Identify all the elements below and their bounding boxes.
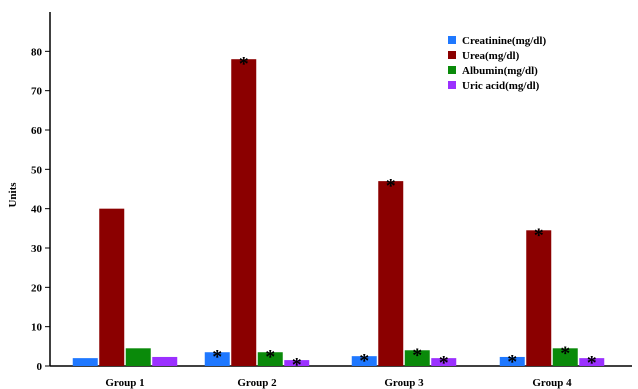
bar-albumin-3 (404, 350, 430, 366)
x-category-label: Group 2 (237, 377, 277, 389)
x-category-label: Group 1 (105, 377, 144, 389)
y-tick-label: 50 (31, 164, 43, 176)
y-axis-title: Units (7, 182, 19, 208)
significance-markers: * * * * * * * * * * * * (212, 53, 597, 376)
significance-star: * (292, 354, 302, 376)
significance-star: * (587, 352, 597, 374)
significance-star: * (412, 344, 422, 366)
bar-uric-acid-3 (431, 358, 457, 366)
bar-urea-3 (378, 181, 404, 366)
significance-star: * (239, 53, 249, 75)
significance-star: * (534, 224, 544, 246)
significance-star: * (560, 342, 570, 364)
legend-label: Creatinine(mg/dl) (462, 35, 546, 47)
bar-uric-acid-1 (152, 356, 178, 366)
y-tick-label: 20 (31, 282, 43, 294)
bar-urea-1 (99, 208, 125, 366)
bar-albumin-1 (125, 348, 151, 366)
bar-creatinine-3 (351, 356, 377, 366)
significance-star: * (386, 175, 396, 197)
bar-albumin-4 (552, 348, 578, 366)
significance-star: * (507, 351, 517, 373)
y-tick-label: 30 (31, 243, 43, 255)
y-tick-label: 10 (31, 322, 43, 334)
bar-creatinine-4 (499, 356, 525, 366)
legend-swatch (448, 66, 456, 74)
significance-star: * (212, 346, 222, 368)
y-tick-label: 70 (31, 86, 43, 98)
legend-label: Uric acid(mg/dl) (462, 80, 540, 92)
y-tick-label: 60 (31, 125, 43, 137)
bar-creatinine-1 (72, 358, 98, 366)
bar-urea-4 (526, 230, 552, 366)
y-tick-label: 0 (37, 361, 43, 373)
bar-uric-acid-4 (579, 358, 605, 366)
x-category-label: Group 4 (532, 377, 572, 389)
chart-bars (72, 59, 605, 366)
x-category-label: Group 3 (384, 377, 424, 389)
y-tick-label: 80 (31, 46, 43, 58)
y-tick-label: 40 (31, 204, 43, 216)
legend-swatch (448, 51, 456, 59)
bar-albumin-2 (257, 352, 283, 366)
legend-label: Urea(mg/dl) (462, 50, 520, 62)
legend-swatch (448, 36, 456, 44)
legend-label: Albumin(mg/dl) (462, 65, 538, 77)
significance-star: * (439, 352, 449, 374)
bar-creatinine-2 (204, 352, 230, 366)
bar-urea-2 (231, 59, 257, 366)
bar-uric-acid-2 (284, 360, 310, 366)
legend-swatch (448, 81, 456, 89)
significance-star: * (265, 346, 275, 368)
significance-star: * (359, 350, 369, 372)
chart-legend: Creatinine(mg/dl) Urea(mg/dl) Albumin(mg/d… (448, 35, 546, 92)
